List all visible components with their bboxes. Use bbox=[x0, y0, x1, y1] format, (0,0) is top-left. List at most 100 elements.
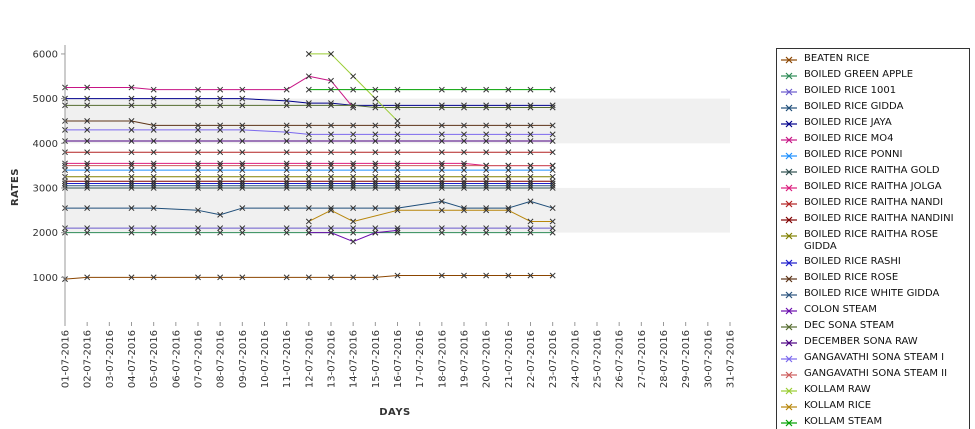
data-point-marker bbox=[217, 229, 224, 236]
series-line-segment bbox=[308, 75, 332, 82]
data-point-marker bbox=[283, 129, 290, 136]
data-point-marker bbox=[128, 84, 135, 91]
data-point-marker bbox=[438, 173, 445, 180]
series-boiled-rice-1001 bbox=[62, 225, 556, 232]
series-boiled-rice-ponni bbox=[62, 167, 556, 174]
legend-cross bbox=[785, 136, 793, 144]
y-tick-label: 1000 bbox=[33, 273, 58, 284]
legend-label: GANGAVATHI SONA STEAM I bbox=[804, 352, 945, 363]
data-point-marker bbox=[483, 138, 490, 145]
legend-marker-icon bbox=[781, 120, 797, 128]
data-point-marker bbox=[328, 102, 334, 109]
data-point-marker bbox=[372, 149, 379, 156]
data-point-marker bbox=[150, 229, 157, 236]
series-line-segment bbox=[286, 100, 309, 104]
x-tick-label: 25-07-2016 bbox=[593, 330, 604, 388]
data-point-marker bbox=[239, 138, 246, 145]
data-point-marker bbox=[328, 173, 334, 180]
data-point-marker bbox=[328, 229, 334, 236]
data-point-marker bbox=[217, 173, 224, 180]
legend-cross bbox=[785, 88, 793, 96]
data-point-marker bbox=[217, 149, 224, 156]
x-tick-label: 16-07-2016 bbox=[393, 330, 404, 388]
series-gangavathi-sona-steam-i bbox=[62, 126, 556, 138]
data-point-marker bbox=[549, 162, 556, 169]
data-point-marker bbox=[461, 173, 467, 180]
legend-cross bbox=[785, 232, 793, 240]
data-point-marker bbox=[283, 162, 290, 169]
data-point-marker bbox=[461, 162, 467, 169]
y-tick-label: 5000 bbox=[33, 94, 58, 105]
legend-label: BOILED RICE RAITHA NANDINI bbox=[804, 213, 954, 224]
data-point-marker bbox=[438, 138, 445, 145]
legend-item: BOILED RICE PONNI bbox=[777, 149, 969, 162]
legend-item: BOILED RICE RAITHA NANDINI bbox=[777, 213, 969, 226]
data-point-marker bbox=[505, 180, 512, 187]
data-point-marker bbox=[350, 229, 357, 236]
data-point-marker bbox=[461, 160, 467, 167]
legend-label: BOILED RICE RAITHA JOLGA bbox=[804, 181, 942, 192]
data-point-marker bbox=[461, 185, 467, 191]
data-point-marker bbox=[394, 138, 401, 145]
legend-marker-icon bbox=[781, 168, 797, 176]
legend-item: BOILED RICE GIDDA bbox=[777, 101, 969, 114]
data-point-marker bbox=[461, 149, 467, 156]
data-point-marker bbox=[438, 102, 445, 109]
data-point-marker bbox=[394, 167, 401, 174]
data-point-marker bbox=[283, 185, 290, 191]
data-point-marker bbox=[549, 122, 556, 129]
data-point-marker bbox=[549, 178, 556, 185]
data-point-marker bbox=[372, 173, 379, 180]
legend-label: KOLLAM RICE bbox=[804, 400, 872, 411]
data-point-marker bbox=[461, 205, 467, 212]
legend-cross bbox=[785, 419, 793, 427]
legend-label: BOILED RICE GIDDA bbox=[804, 101, 904, 112]
data-point-marker bbox=[305, 149, 312, 156]
legend-cross bbox=[785, 56, 793, 64]
x-tick-label: 10-07-2016 bbox=[260, 330, 271, 388]
data-point-marker bbox=[217, 138, 224, 145]
data-point-marker bbox=[461, 178, 467, 185]
data-point-marker bbox=[150, 180, 157, 187]
legend-marker-icon bbox=[781, 136, 797, 144]
data-point-marker bbox=[549, 173, 556, 180]
data-point-marker bbox=[150, 185, 157, 191]
data-point-marker bbox=[283, 149, 290, 156]
data-point-marker bbox=[217, 95, 224, 102]
data-point-marker bbox=[128, 185, 135, 191]
series-line-segment bbox=[530, 200, 553, 209]
data-point-marker bbox=[84, 84, 91, 91]
data-point-marker bbox=[483, 122, 490, 129]
data-point-marker bbox=[84, 162, 91, 169]
data-point-marker bbox=[505, 205, 512, 212]
data-point-marker bbox=[394, 180, 401, 187]
legend-marker-icon bbox=[781, 275, 797, 283]
data-point-marker bbox=[328, 86, 334, 93]
data-point-marker bbox=[505, 229, 512, 236]
x-tick-label: 05-07-2016 bbox=[149, 330, 160, 388]
data-point-marker bbox=[505, 182, 512, 189]
data-point-marker bbox=[394, 160, 401, 167]
legend-label: BEATEN RICE bbox=[804, 53, 870, 64]
data-point-marker bbox=[283, 86, 290, 93]
data-point-marker bbox=[239, 173, 246, 180]
x-tick-label: 07-07-2016 bbox=[194, 330, 205, 388]
data-point-marker bbox=[283, 180, 290, 187]
data-point-marker bbox=[350, 86, 357, 93]
data-point-marker bbox=[305, 205, 312, 212]
legend-label: BOILED GREEN APPLE bbox=[804, 69, 914, 80]
data-point-marker bbox=[239, 178, 246, 185]
legend-marker-icon bbox=[781, 355, 797, 363]
legend-marker-icon bbox=[781, 216, 797, 224]
data-point-marker bbox=[84, 182, 91, 189]
data-point-marker bbox=[195, 182, 201, 189]
data-point-marker bbox=[217, 167, 224, 174]
series-boiled-rice-rashi bbox=[62, 180, 556, 187]
data-point-marker bbox=[195, 229, 201, 236]
data-point-marker bbox=[394, 225, 401, 232]
x-tick-label: 30-07-2016 bbox=[703, 330, 714, 388]
data-point-marker bbox=[461, 207, 467, 214]
data-point-marker bbox=[150, 95, 157, 102]
data-point-marker bbox=[527, 225, 534, 232]
data-point-marker bbox=[372, 185, 379, 191]
